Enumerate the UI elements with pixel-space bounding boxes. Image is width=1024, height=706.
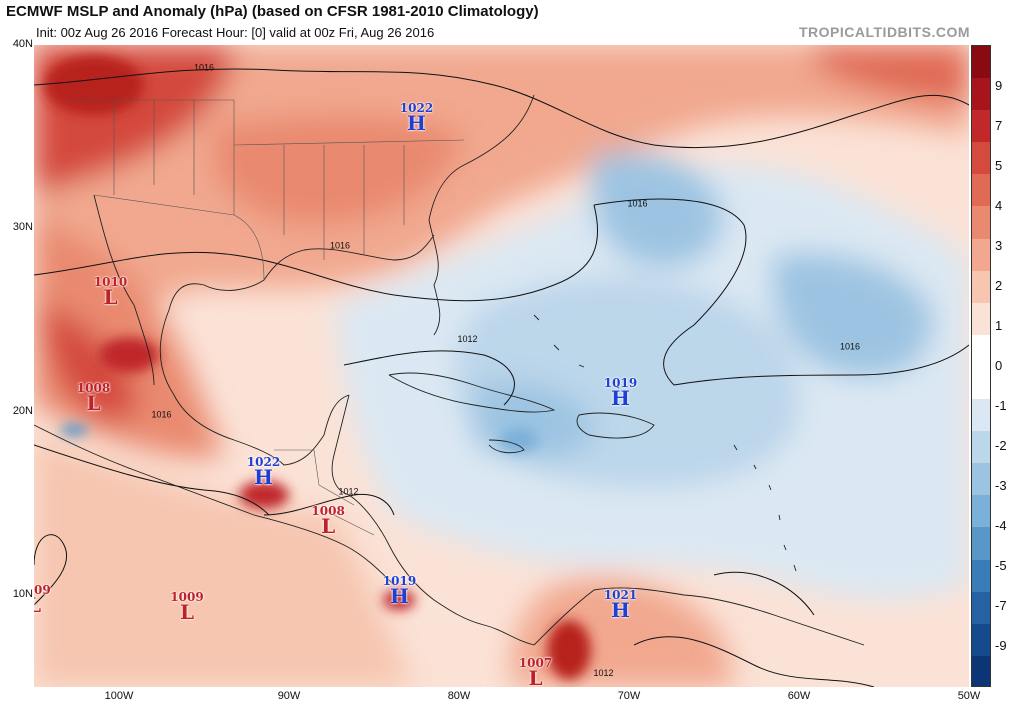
pressure-value: 1008 bbox=[311, 504, 345, 519]
colorbar-label: 5 bbox=[995, 158, 1003, 173]
colorbar-label: -2 bbox=[995, 438, 1007, 453]
coastlines bbox=[34, 94, 865, 646]
lon-label: 60W bbox=[787, 690, 811, 702]
lon-label: 80W bbox=[447, 690, 471, 702]
colorbar-label: 7 bbox=[995, 118, 1003, 133]
low-pressure-center: 1007 L bbox=[516, 657, 556, 687]
colorbar-segment bbox=[972, 366, 990, 400]
colorbar-segment bbox=[972, 78, 990, 111]
pressure-letter: H bbox=[611, 385, 630, 410]
lon-label: 90W bbox=[277, 690, 301, 702]
isobar-label: 1016 bbox=[330, 241, 350, 251]
low-pressure-center: 1008 L bbox=[74, 382, 114, 413]
isobar-label: 1016 bbox=[840, 341, 860, 351]
colorbar-label: 9 bbox=[995, 78, 1003, 93]
low-pressure-center: 1008 L bbox=[308, 505, 348, 536]
colorbar-label: 0 bbox=[995, 358, 1003, 373]
colorbar-segment bbox=[972, 142, 990, 175]
isobar-label: 1012 bbox=[593, 668, 613, 678]
isobar-label: 1012 bbox=[457, 334, 477, 344]
pressure-value: 1021 bbox=[603, 588, 638, 603]
low-pressure-center: 1010 L bbox=[91, 276, 131, 307]
colorbar-segment bbox=[972, 399, 990, 432]
colorbar-label: -3 bbox=[995, 478, 1007, 493]
colorbar-segment bbox=[972, 431, 990, 464]
lon-label: 70W bbox=[617, 690, 641, 702]
lon-label: 50W bbox=[957, 690, 981, 702]
pressure-letter: H bbox=[254, 464, 273, 489]
colorbar-segment bbox=[972, 46, 990, 79]
high-pressure-center: 1019 H bbox=[380, 575, 420, 606]
colorbar-label: -7 bbox=[995, 598, 1007, 613]
high-pressure-center: 1022 H bbox=[397, 102, 437, 133]
colorbar-label: -4 bbox=[995, 518, 1007, 533]
pressure-letter: H bbox=[611, 598, 630, 623]
colorbar-segment bbox=[972, 463, 990, 496]
colorbar-label: 3 bbox=[995, 238, 1003, 253]
chart-title: ECMWF MSLP and Anomaly (hPa) (based on C… bbox=[6, 3, 539, 20]
isobar-label: 1016 bbox=[194, 63, 214, 73]
brand-watermark: TROPICALTIDBITS.COM bbox=[798, 24, 970, 40]
high-pressure-center: 1022 H bbox=[244, 456, 284, 487]
colorbar-segment bbox=[972, 110, 990, 143]
pressure-value: 1009 bbox=[170, 590, 204, 605]
chart-subtitle: Init: 00z Aug 26 2016 Forecast Hour: [0]… bbox=[36, 25, 435, 40]
colorbar-segment bbox=[972, 495, 990, 528]
pressure-letter: L bbox=[321, 514, 336, 539]
pressure-value: 1007 bbox=[518, 656, 553, 671]
map-area: 1016 1016 1016 1016 1012 1016 1012 1012 1022 H 10… bbox=[34, 45, 969, 687]
lat-label: 40N bbox=[12, 38, 33, 50]
high-pressure-center: 1019 H bbox=[601, 377, 641, 408]
pressure-value: 1009 bbox=[34, 582, 51, 597]
anomaly-map: 1016 1016 1016 1016 1012 1016 1012 1012 bbox=[34, 45, 969, 687]
colorbar-segment bbox=[972, 302, 990, 335]
colorbar-segment bbox=[972, 559, 990, 592]
colorbar-segment bbox=[972, 174, 990, 207]
pressure-letter: L bbox=[179, 600, 195, 625]
pressure-value: 1022 bbox=[246, 454, 281, 469]
pressure-value: 1019 bbox=[382, 573, 417, 588]
colorbar-label: -1 bbox=[995, 398, 1007, 413]
pressure-letter: H bbox=[407, 110, 426, 135]
colorbar-segment bbox=[972, 623, 990, 656]
colorbar-segment bbox=[972, 238, 990, 271]
pressure-letter: L bbox=[528, 666, 543, 687]
pressure-value: 1010 bbox=[93, 274, 128, 289]
colorbar-label: 2 bbox=[995, 278, 1003, 293]
pressure-letter: L bbox=[86, 391, 101, 416]
colorbar-label: 4 bbox=[995, 198, 1003, 213]
isobar-labels: 1016 1016 1016 1016 1012 1016 1012 1012 bbox=[151, 63, 860, 678]
colorbar-label: -9 bbox=[995, 638, 1007, 653]
colorbar-label: -5 bbox=[995, 558, 1007, 573]
isobar-label: 1016 bbox=[151, 409, 171, 419]
high-pressure-center: 1021 H bbox=[601, 589, 641, 620]
anomaly-field bbox=[34, 45, 969, 687]
pressure-value: 1008 bbox=[76, 381, 111, 396]
colorbar-segment bbox=[972, 527, 990, 560]
colorbar-segment bbox=[972, 206, 990, 239]
lat-label: 10N bbox=[12, 588, 33, 601]
isobars bbox=[34, 68, 969, 687]
isobar-label: 1016 bbox=[627, 198, 647, 208]
pressure-letter: L bbox=[103, 284, 118, 309]
colorbar-segment bbox=[972, 270, 990, 303]
pressure-letter: L bbox=[34, 592, 42, 617]
lon-label: 100W bbox=[104, 690, 134, 702]
pressure-value: 1022 bbox=[399, 100, 434, 115]
colorbar-label: 1 bbox=[995, 318, 1003, 333]
colorbar-segment bbox=[972, 591, 990, 624]
lat-label: 20N bbox=[12, 404, 33, 417]
lat-label: 30N bbox=[12, 221, 33, 234]
isobar-label: 1012 bbox=[338, 486, 358, 496]
borders bbox=[69, 99, 465, 536]
pressure-letter: H bbox=[390, 583, 409, 608]
colorbar-segment bbox=[972, 334, 990, 367]
colorbar-segment bbox=[972, 655, 990, 686]
colorbar bbox=[971, 45, 991, 687]
pressure-value: 1019 bbox=[603, 375, 638, 390]
